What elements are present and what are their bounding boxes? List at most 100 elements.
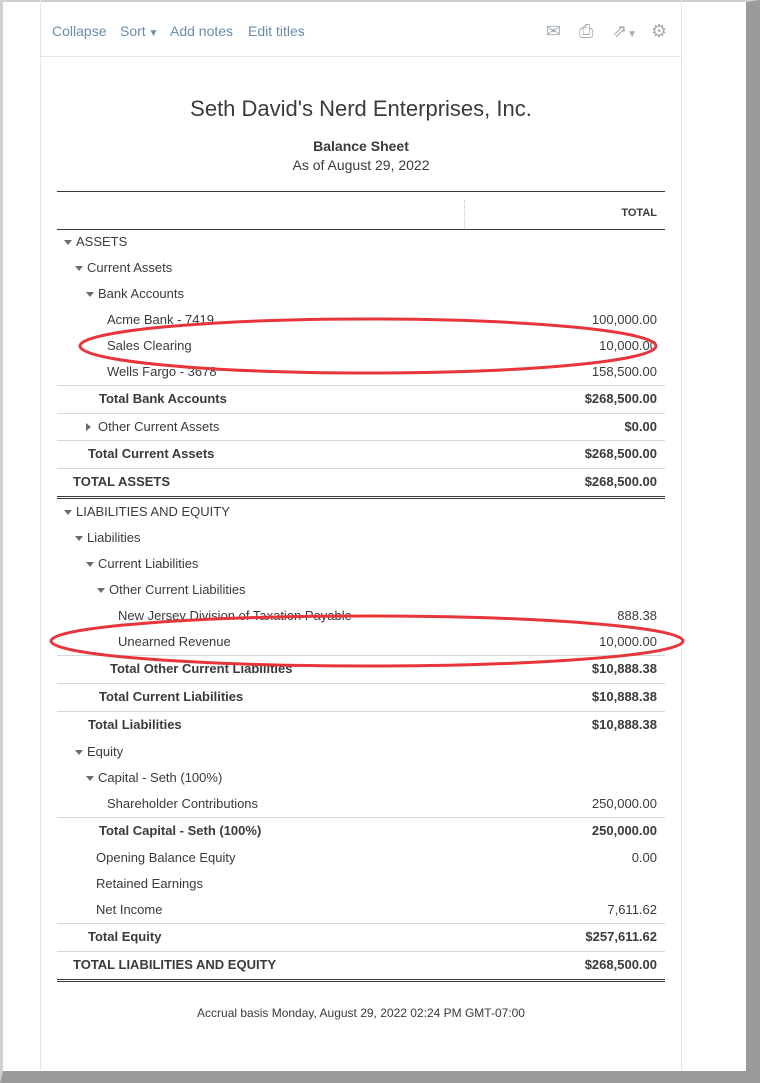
print-icon[interactable]: ⎙ (579, 21, 594, 41)
table-row[interactable]: Bank Accounts (57, 281, 665, 307)
email-icon[interactable]: ✉ (546, 21, 562, 41)
total-row: Total Current Liabilities $10,888.38 (57, 683, 665, 711)
export-icon[interactable]: ⇗▼ (612, 21, 637, 41)
row-value[interactable]: $10,888.38 (591, 717, 657, 732)
table-row[interactable]: Equity (57, 739, 665, 765)
row-value[interactable]: $268,500.00 (584, 391, 657, 406)
row-label: Net Income (96, 902, 163, 917)
table-row: Acme Bank - 7419 100,000.00 (57, 307, 665, 333)
table-row[interactable]: ASSETS (57, 229, 665, 255)
collapse-arrow-icon[interactable] (64, 240, 72, 245)
caret-down-icon: ▼ (627, 29, 637, 40)
table-row[interactable]: Capital - Seth (100%) (57, 765, 665, 791)
row-label: Current Assets (87, 260, 173, 275)
total-row: Total Equity $257,611.62 (57, 923, 665, 951)
row-label: Unearned Revenue (118, 634, 231, 649)
row-value[interactable]: 7,611.62 (607, 902, 657, 917)
caret-down-icon: ▼ (145, 28, 159, 39)
collapse-arrow-icon[interactable] (97, 588, 105, 593)
column-divider (464, 200, 465, 228)
report-title: Balance Sheet (313, 138, 409, 154)
table-row[interactable]: Other Current Assets $0.00 (57, 413, 665, 440)
edit-titles-button[interactable]: Edit titles (248, 23, 305, 39)
total-row: TOTAL ASSETS $268,500.00 (57, 468, 665, 499)
table-header: TOTAL (57, 191, 665, 230)
row-value[interactable]: $268,500.00 (584, 957, 657, 972)
collapse-arrow-icon[interactable] (64, 510, 72, 515)
collapse-arrow-icon[interactable] (75, 536, 83, 541)
row-value[interactable]: $0.00 (624, 419, 657, 434)
row-label: LIABILITIES AND EQUITY (76, 504, 230, 519)
row-label: Other Current Liabilities (109, 582, 246, 597)
row-label: Retained Earnings (96, 876, 203, 891)
total-row: Total Liabilities $10,888.38 (57, 711, 665, 739)
expand-arrow-icon[interactable] (86, 423, 91, 431)
row-value[interactable]: $268,500.00 (584, 446, 657, 461)
row-label: ASSETS (76, 234, 128, 249)
table-row: Sales Clearing 10,000.00 (57, 333, 665, 359)
total-row: Total Other Current Liabilities $10,888.3… (57, 655, 665, 683)
row-label: Liabilities (87, 530, 141, 545)
row-value[interactable]: 10,000.00 (599, 634, 657, 649)
row-label: Other Current Assets (98, 419, 220, 434)
total-row: Total Current Assets $268,500.00 (57, 440, 665, 468)
table-row[interactable]: Liabilities (57, 525, 665, 551)
report-footer: Accrual basis Monday, August 29, 2022 02… (197, 1006, 525, 1020)
row-label: Total Current Liabilities (99, 689, 244, 704)
collapse-arrow-icon[interactable] (86, 292, 94, 297)
row-value[interactable]: 158,500.00 (591, 364, 657, 379)
row-value[interactable]: $257,611.62 (585, 929, 657, 944)
report-date: As of August 29, 2022 (292, 157, 430, 173)
row-label: Capital - Seth (100%) (98, 770, 223, 785)
report-toolbar: Collapse Sort ▼ Add notes Edit titles ✉ … (41, 0, 681, 57)
row-label: Current Liabilities (98, 556, 199, 571)
column-header-total: TOTAL (621, 207, 657, 219)
row-label: Wells Fargo - 3678 (107, 364, 217, 379)
total-row: Total Capital - Seth (100%) 250,000.00 (57, 817, 665, 845)
table-row: New Jersey Division of Taxation Payable 8… (57, 603, 665, 629)
total-row: Total Bank Accounts $268,500.00 (57, 385, 665, 413)
row-label: Total Equity (88, 929, 162, 944)
row-value[interactable]: 888.38 (617, 608, 657, 623)
row-label: TOTAL LIABILITIES AND EQUITY (73, 957, 277, 972)
settings-icon[interactable]: ⚙ (651, 21, 668, 41)
total-row: TOTAL LIABILITIES AND EQUITY $268,500.00 (57, 951, 665, 982)
row-value[interactable]: 250,000.00 (591, 796, 657, 811)
collapse-arrow-icon[interactable] (86, 562, 94, 567)
table-row: Retained Earnings (57, 871, 665, 897)
row-label: Total Other Current Liabilities (110, 661, 293, 676)
row-label: Shareholder Contributions (107, 796, 259, 811)
row-label: Acme Bank - 7419 (107, 312, 214, 327)
report-rows: ASSETS Current Assets Bank Accounts Acme Ba… (57, 229, 665, 982)
sort-button[interactable]: Sort ▼ (120, 23, 158, 39)
table-row[interactable]: Current Liabilities (57, 551, 665, 577)
row-value[interactable]: 250,000.00 (591, 823, 657, 838)
report-panel: Collapse Sort ▼ Add notes Edit titles ✉ … (40, 0, 682, 1070)
table-row: Unearned Revenue 10,000.00 (57, 629, 665, 655)
table-row: Net Income 7,611.62 (57, 897, 665, 923)
table-row[interactable]: LIABILITIES AND EQUITY (57, 499, 665, 525)
table-row: Shareholder Contributions 250,000.00 (57, 791, 665, 817)
row-label: TOTAL ASSETS (73, 474, 171, 489)
row-value[interactable]: $268,500.00 (584, 474, 657, 489)
table-row: Wells Fargo - 3678 158,500.00 (57, 359, 665, 385)
row-value[interactable]: 10,000.00 (599, 338, 657, 353)
row-value[interactable]: $10,888.38 (591, 689, 657, 704)
table-row[interactable]: Other Current Liabilities (57, 577, 665, 603)
row-value[interactable]: 0.00 (631, 850, 657, 865)
row-label: Total Liabilities (88, 717, 182, 732)
row-value[interactable]: $10,888.38 (591, 661, 657, 676)
row-label: Opening Balance Equity (96, 850, 236, 865)
collapse-arrow-icon[interactable] (75, 266, 83, 271)
collapse-arrow-icon[interactable] (86, 776, 94, 781)
row-label: New Jersey Division of Taxation Payable (118, 608, 352, 623)
collapse-arrow-icon[interactable] (75, 750, 83, 755)
table-row: Opening Balance Equity 0.00 (57, 845, 665, 871)
collapse-button[interactable]: Collapse (52, 23, 107, 39)
table-row[interactable]: Current Assets (57, 255, 665, 281)
row-label: Total Capital - Seth (100%) (99, 823, 262, 838)
company-name: Seth David's Nerd Enterprises, Inc. (190, 96, 532, 121)
add-notes-button[interactable]: Add notes (170, 23, 234, 39)
row-value[interactable]: 100,000.00 (591, 312, 657, 327)
